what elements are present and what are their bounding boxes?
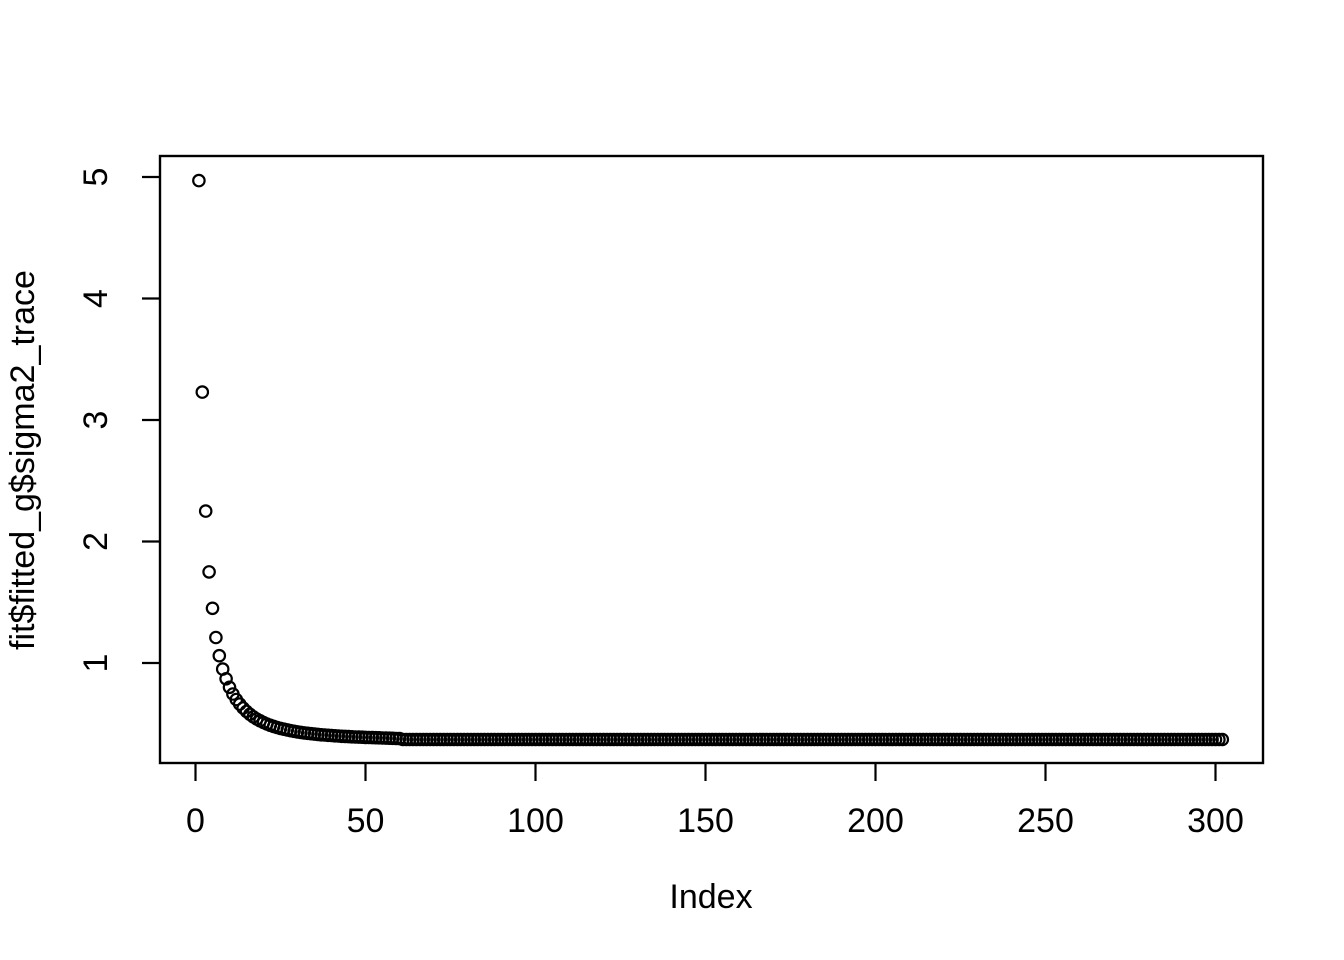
x-tick-label: 50 bbox=[347, 802, 385, 840]
x-tick-label: 0 bbox=[186, 802, 205, 840]
x-tick-label: 250 bbox=[1017, 802, 1074, 840]
x-tick-label: 150 bbox=[677, 802, 734, 840]
y-tick-label: 5 bbox=[77, 168, 115, 187]
y-tick-label: 1 bbox=[77, 654, 115, 673]
data-point bbox=[212, 648, 227, 663]
data-point bbox=[219, 671, 233, 686]
y-tick-label: 3 bbox=[77, 411, 115, 430]
x-tick-label: 100 bbox=[507, 802, 564, 840]
data-point bbox=[192, 173, 206, 188]
y-axis: 1 2 3 4 5 bbox=[77, 168, 160, 673]
data-point bbox=[232, 697, 247, 711]
data-point bbox=[1215, 732, 1230, 747]
x-axis-label: Index bbox=[669, 878, 752, 916]
y-tick-label: 2 bbox=[77, 532, 115, 551]
data-points-layer bbox=[192, 173, 1230, 747]
data-point bbox=[202, 565, 216, 579]
data-point bbox=[209, 630, 223, 645]
x-tick-label: 200 bbox=[847, 802, 904, 840]
x-axis: 0 50 100 150 200 250 300 bbox=[186, 763, 1244, 840]
x-tick-label: 300 bbox=[1187, 802, 1244, 840]
y-tick-label: 4 bbox=[77, 289, 115, 308]
y-axis-label: fit$fitted_g$sigma2_trace bbox=[4, 270, 42, 650]
data-point bbox=[195, 385, 210, 399]
data-point bbox=[222, 680, 237, 695]
data-point bbox=[205, 601, 220, 616]
data-point bbox=[198, 504, 213, 518]
plot-border bbox=[158, 154, 1265, 765]
